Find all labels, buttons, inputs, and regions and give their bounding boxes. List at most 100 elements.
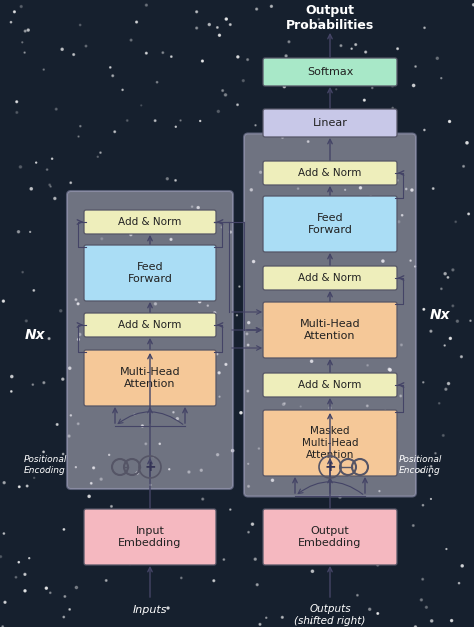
Point [98, 234, 106, 244]
Point [354, 590, 361, 600]
Point [389, 103, 396, 113]
Point [159, 271, 166, 281]
FancyBboxPatch shape [84, 509, 216, 565]
Point [94, 152, 101, 162]
Point [257, 167, 264, 177]
Point [152, 299, 159, 309]
Text: Positional
Encoding: Positional Encoding [23, 455, 67, 475]
Point [51, 194, 59, 204]
Point [250, 256, 257, 266]
Point [245, 482, 252, 492]
Point [283, 51, 290, 61]
Text: Inputs: Inputs [133, 605, 167, 615]
Point [463, 138, 471, 148]
Point [21, 48, 28, 58]
Point [398, 340, 405, 350]
Point [277, 446, 285, 456]
Point [311, 549, 319, 559]
Point [327, 322, 334, 332]
Point [368, 83, 376, 93]
Point [421, 23, 428, 33]
Point [285, 263, 292, 273]
Point [423, 603, 430, 613]
Point [22, 316, 30, 326]
Point [27, 184, 35, 194]
Point [379, 243, 387, 253]
Point [448, 616, 456, 626]
Point [59, 374, 66, 384]
Point [377, 162, 385, 172]
Point [362, 47, 369, 57]
Point [244, 340, 252, 350]
Point [193, 23, 201, 33]
Point [337, 265, 345, 275]
Point [12, 572, 20, 582]
Point [358, 456, 365, 466]
Point [73, 582, 80, 593]
Point [7, 17, 15, 27]
Point [309, 566, 316, 576]
Point [173, 327, 180, 337]
Point [295, 539, 302, 549]
Point [210, 576, 218, 586]
Point [72, 462, 80, 472]
FancyBboxPatch shape [244, 134, 416, 497]
Point [43, 583, 50, 593]
Point [27, 227, 34, 237]
Point [252, 120, 259, 130]
Point [244, 386, 252, 396]
Point [455, 578, 463, 588]
Point [60, 524, 68, 534]
Point [25, 25, 32, 35]
Point [220, 554, 228, 564]
Point [75, 132, 82, 142]
Point [175, 391, 183, 401]
Point [438, 73, 445, 83]
Point [207, 525, 215, 535]
Point [281, 82, 288, 92]
Point [196, 116, 204, 126]
Point [128, 241, 135, 251]
Point [112, 226, 120, 236]
Text: Positional
Encoding: Positional Encoding [398, 455, 442, 475]
Point [390, 423, 398, 433]
Point [280, 399, 287, 409]
Point [438, 284, 445, 294]
Point [216, 392, 223, 402]
Point [76, 20, 84, 30]
Point [150, 452, 157, 462]
FancyBboxPatch shape [263, 373, 397, 397]
Point [388, 107, 396, 117]
Point [192, 282, 200, 292]
Point [138, 264, 146, 274]
Point [66, 604, 73, 614]
Point [309, 217, 316, 227]
Point [0, 296, 7, 306]
Point [19, 267, 27, 277]
Point [46, 180, 54, 190]
Point [82, 41, 90, 51]
Point [284, 130, 292, 140]
Point [222, 14, 230, 24]
Point [67, 410, 74, 420]
Point [152, 247, 160, 257]
Point [442, 384, 450, 394]
Point [164, 603, 172, 613]
Point [128, 35, 135, 45]
Point [294, 184, 302, 194]
Point [410, 520, 417, 530]
Point [126, 559, 134, 569]
Point [8, 372, 16, 382]
Point [419, 377, 427, 387]
Point [8, 386, 15, 396]
Point [85, 492, 93, 502]
Text: Add & Norm: Add & Norm [118, 217, 182, 227]
Point [254, 580, 261, 590]
Point [1, 598, 9, 608]
Point [137, 100, 145, 110]
Point [412, 61, 419, 71]
FancyBboxPatch shape [263, 266, 397, 290]
Point [219, 85, 227, 95]
FancyBboxPatch shape [84, 245, 216, 301]
Point [308, 356, 315, 366]
